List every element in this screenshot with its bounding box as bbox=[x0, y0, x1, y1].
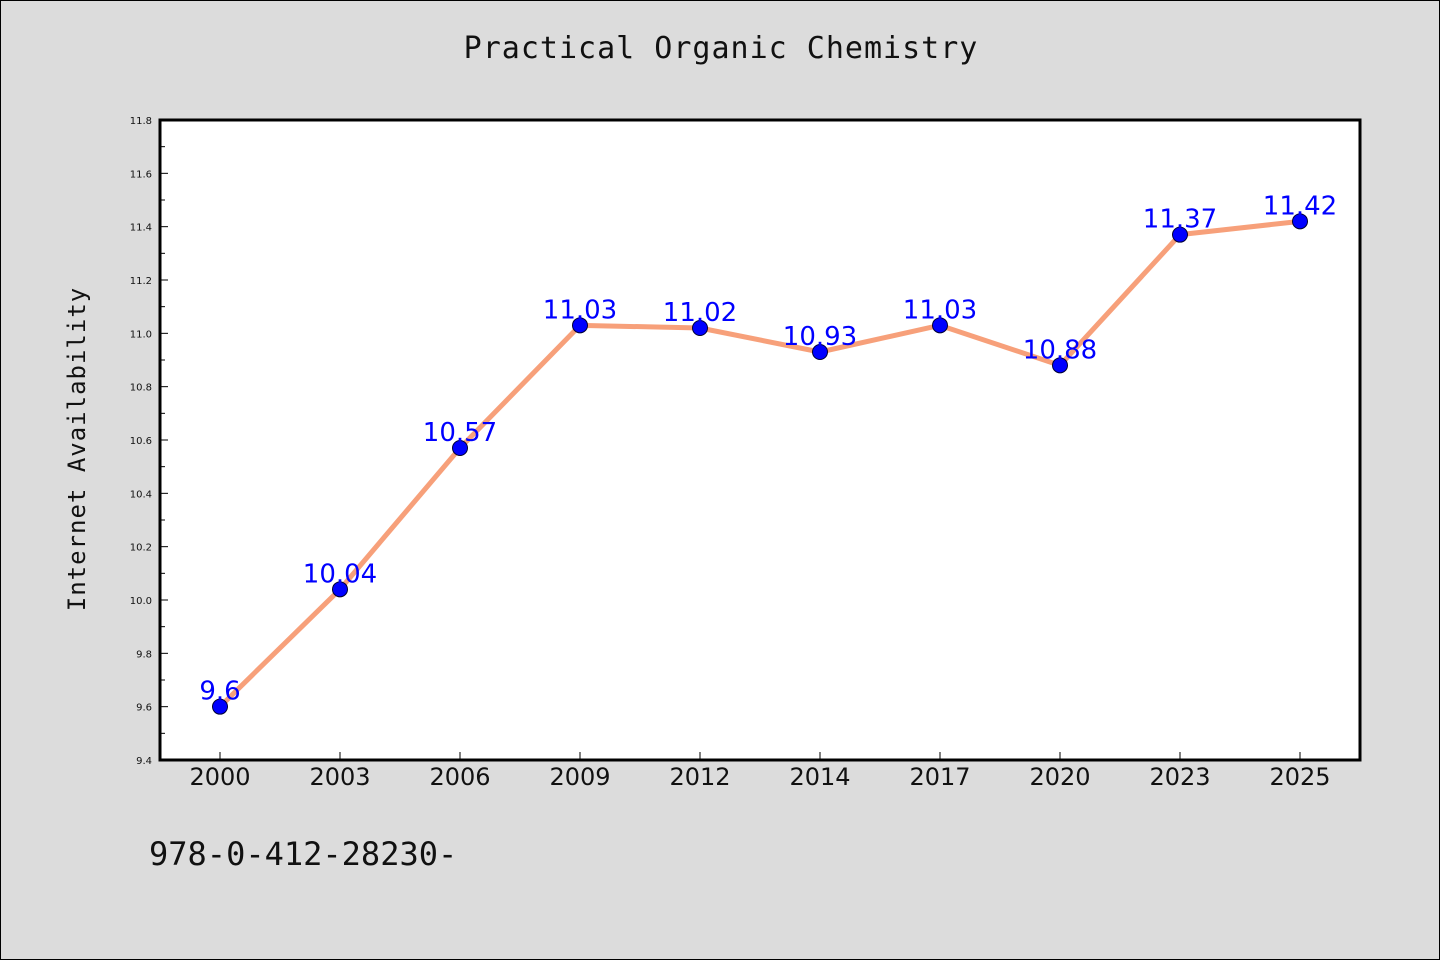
data-label: 10.04 bbox=[303, 559, 377, 589]
x-tick-label: 2020 bbox=[1029, 763, 1090, 791]
data-label: 11.02 bbox=[663, 298, 737, 328]
data-label: 10.88 bbox=[1023, 335, 1097, 365]
y-tick-label: 11.2 bbox=[130, 276, 152, 287]
y-tick-label: 11.8 bbox=[130, 116, 152, 127]
y-tick-label: 10.0 bbox=[130, 596, 152, 607]
data-label: 9.6 bbox=[199, 677, 240, 707]
data-label: 10.57 bbox=[423, 418, 497, 448]
x-tick-label: 2003 bbox=[309, 763, 370, 791]
y-tick-label: 9.6 bbox=[136, 703, 152, 714]
x-tick-label: 2000 bbox=[189, 763, 250, 791]
data-point bbox=[212, 698, 228, 715]
plot-area bbox=[158, 118, 1362, 762]
data-label: 11.03 bbox=[903, 295, 977, 325]
data-labels-group: 9.6 10.04 10.57 11.03 11.02 10.93 11.03 10.88 11… bbox=[199, 191, 1337, 706]
series-line bbox=[217, 218, 1303, 710]
x-axis: 2000 2003 2006 2009 2012 2014 2017 2020 2023 2025 bbox=[189, 752, 1331, 791]
data-point bbox=[332, 581, 348, 598]
y-tick-label: 10.4 bbox=[130, 489, 152, 500]
data-label: 11.42 bbox=[1263, 191, 1337, 221]
x-tick-label: 2012 bbox=[669, 763, 730, 791]
data-point bbox=[932, 317, 948, 334]
x-tick-label: 2017 bbox=[909, 763, 970, 791]
data-label: 10.93 bbox=[783, 322, 857, 352]
data-point bbox=[1172, 226, 1188, 243]
y-tick-label: 11.4 bbox=[130, 223, 152, 234]
data-point bbox=[452, 440, 468, 456]
isbn-text: 978-0-412-28230- bbox=[149, 835, 458, 873]
data-point bbox=[572, 317, 588, 334]
y-tick-label: 9.4 bbox=[136, 756, 152, 767]
x-tick-label: 2025 bbox=[1269, 763, 1330, 791]
chart-title: Practical Organic Chemistry bbox=[463, 31, 979, 66]
y-tick-label: 10.2 bbox=[130, 543, 152, 554]
x-tick-label: 2023 bbox=[1149, 763, 1210, 791]
data-label: 11.03 bbox=[543, 295, 617, 325]
data-point bbox=[1052, 357, 1068, 374]
y-tick-label: 11.6 bbox=[130, 169, 152, 180]
data-point bbox=[1292, 213, 1308, 230]
y-axis: 9.4 9.6 9.8 10.0 10.2 10.4 10.6 10.8 11.0 11.2 11.… bbox=[130, 116, 168, 767]
y-tick-label: 10.6 bbox=[130, 436, 152, 447]
x-tick-label: 2014 bbox=[789, 763, 850, 791]
data-point bbox=[692, 320, 708, 336]
series-group bbox=[212, 213, 1308, 715]
x-tick-label: 2009 bbox=[549, 763, 610, 791]
data-label: 11.37 bbox=[1143, 205, 1217, 235]
y-tick-label: 10.8 bbox=[130, 383, 152, 394]
x-tick-label: 2006 bbox=[429, 763, 490, 791]
y-tick-label: 11.0 bbox=[130, 329, 152, 340]
data-point bbox=[812, 344, 828, 360]
y-tick-label: 9.8 bbox=[136, 649, 152, 660]
